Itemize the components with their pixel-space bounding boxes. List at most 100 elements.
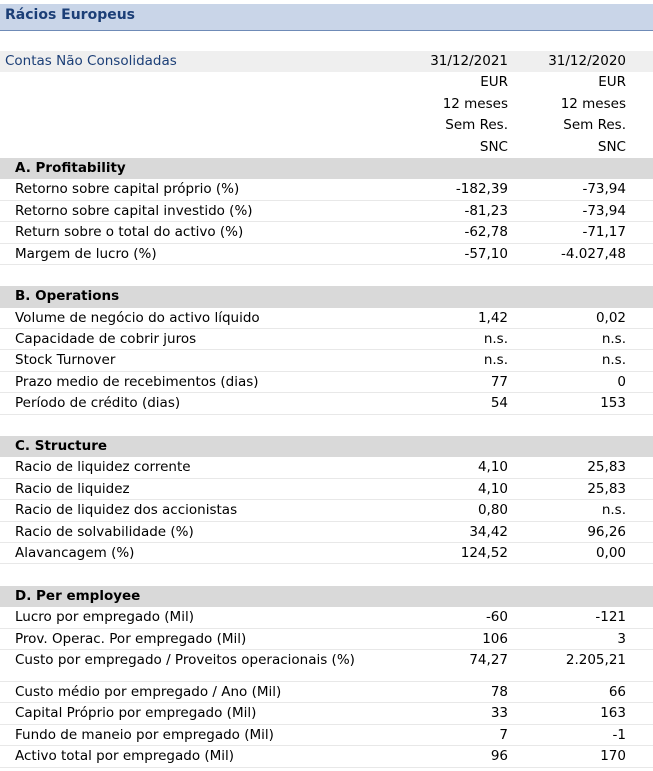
row-value-2021: 78 (490, 683, 508, 700)
table-row: Retorno sobre capital investido (%) -81,… (0, 201, 653, 223)
row-value-2021: 34,42 (469, 523, 508, 540)
row-value-2020: -71,17 (582, 224, 626, 241)
row-label: Racio de liquidez dos accionistas (15, 502, 238, 519)
row-value-2021: -60 (485, 609, 508, 626)
table-row: Racio de solvabilidade (%) 34,42 96,26 (0, 522, 653, 543)
accounts-type-label: Contas Não Consolidadas (5, 53, 177, 69)
section-header-operations: B. Operations (0, 286, 653, 308)
section-spacer (0, 415, 653, 436)
table-row: Lucro por empregado (Mil) -60 -121 (0, 607, 653, 629)
row-label: Stock Turnover (15, 352, 116, 369)
row-value-2020: 96,26 (587, 523, 626, 540)
row-value-2021: n.s. (483, 352, 508, 369)
report-title-bar: Rácios Europeus (0, 4, 653, 31)
table-row: Prazo medio de recebimentos (dias) 77 0 (0, 372, 653, 394)
row-label: Racio de liquidez (15, 480, 130, 497)
table-row: Margem de lucro (%) -57,10 -4.027,48 (0, 244, 653, 265)
row-value-2020: 66 (608, 683, 626, 700)
row-value-2021: 124,52 (460, 544, 508, 561)
col1-date: 31/12/2021 (430, 53, 508, 69)
row-label: Racio de solvabilidade (%) (15, 523, 194, 540)
row-value-2020: 0,02 (595, 309, 626, 326)
table-row: Racio de liquidez dos accionistas 0,80 n… (0, 500, 653, 522)
header-row-currency: EUR EUR (0, 72, 653, 93)
row-value-2020: n.s. (601, 352, 626, 369)
col2-currency: EUR (598, 74, 626, 91)
row-value-2020: 2.205,21 (565, 651, 626, 668)
row-label: Activo total por empregado (Mil) (15, 748, 235, 765)
report-title: Rácios Europeus (5, 7, 136, 23)
row-label: Fundo de maneio por empregado (Mil) (15, 726, 274, 743)
table-row: Retorno sobre capital próprio (%) -182,3… (0, 179, 653, 201)
row-value-2020: 153 (600, 395, 626, 412)
row-label: Alavancagem (%) (15, 544, 135, 561)
row-label: Custo médio por empregado / Ano (Mil) (15, 683, 282, 700)
row-value-2020: -4.027,48 (561, 245, 626, 262)
col2-period: 12 meses (560, 95, 626, 112)
row-value-2020: 170 (600, 748, 626, 765)
row-value-2021: 7 (499, 726, 508, 743)
row-label: Lucro por empregado (Mil) (15, 609, 194, 626)
row-label: Racio de liquidez corrente (15, 459, 191, 476)
col2-status: Sem Res. (563, 117, 626, 134)
row-label: Capacidade de cobrir juros (15, 331, 197, 348)
section-title: C. Structure (15, 438, 108, 455)
row-value-2021: 74,27 (469, 651, 508, 668)
row-label: Return sobre o total do activo (%) (15, 224, 244, 241)
row-value-2020: -73,94 (582, 202, 626, 219)
row-label: Capital Próprio por empregado (Mil) (15, 705, 257, 722)
header-row-date: Contas Não Consolidadas 31/12/2021 31/12… (0, 51, 653, 73)
table-row: Capacidade de cobrir juros n.s. n.s. (0, 329, 653, 351)
row-value-2020: -73,94 (582, 181, 626, 198)
section-title: D. Per employee (15, 587, 141, 604)
row-label: Prov. Operac. Por empregado (Mil) (15, 630, 247, 647)
section-spacer (0, 265, 653, 286)
row-value-2021: 1,42 (477, 309, 508, 326)
row-value-2021: 0,80 (477, 502, 508, 519)
col1-currency: EUR (480, 74, 508, 91)
row-value-2021: 77 (490, 373, 508, 390)
row-label: Período de crédito (dias) (15, 395, 181, 412)
header-row-status: Sem Res. Sem Res. (0, 115, 653, 136)
table-row: Return sobre o total do activo (%) -62,7… (0, 222, 653, 244)
row-value-2021: 106 (482, 630, 508, 647)
header-row-period: 12 meses 12 meses (0, 94, 653, 115)
section-header-structure: C. Structure (0, 436, 653, 458)
table-row: Racio de liquidez corrente 4,10 25,83 (0, 457, 653, 479)
row-value-2021: n.s. (483, 331, 508, 348)
col1-status: Sem Res. (445, 117, 508, 134)
row-label: Retorno sobre capital próprio (%) (15, 181, 240, 198)
row-value-2020: 0 (617, 373, 626, 390)
section-spacer (0, 564, 653, 585)
row-value-2021: 33 (490, 705, 508, 722)
table-row: Capital Próprio por empregado (Mil) 33 1… (0, 703, 653, 725)
table-row: Racio de liquidez 4,10 25,83 (0, 479, 653, 501)
table-row: Custo por empregado / Proveitos operacio… (0, 650, 653, 682)
col2-date: 31/12/2020 (548, 53, 626, 69)
col2-standard: SNC (597, 138, 626, 155)
section-header-per-employee: D. Per employee (0, 585, 653, 608)
row-value-2020: 3 (617, 630, 626, 647)
table-row: Período de crédito (dias) 54 153 (0, 393, 653, 415)
row-value-2020: -1 (612, 726, 626, 743)
row-value-2021: 54 (490, 395, 508, 412)
header-row-standard: SNC SNC (0, 137, 653, 158)
row-value-2020: n.s. (601, 502, 626, 519)
table-row: Activo total por empregado (Mil) 96 170 (0, 746, 653, 768)
col1-period: 12 meses (442, 95, 508, 112)
row-value-2020: -121 (595, 609, 626, 626)
table-row: Prov. Operac. Por empregado (Mil) 106 3 (0, 629, 653, 650)
row-value-2021: 96 (490, 748, 508, 765)
row-label: Custo por empregado / Proveitos operacio… (15, 651, 355, 668)
row-value-2020: n.s. (601, 331, 626, 348)
row-value-2021: 4,10 (477, 480, 508, 497)
row-value-2020: 25,83 (587, 459, 626, 476)
row-label: Volume de negócio do activo líquido (15, 309, 260, 326)
section-title: B. Operations (15, 288, 120, 305)
col1-standard: SNC (479, 138, 508, 155)
row-label: Retorno sobre capital investido (%) (15, 202, 253, 219)
row-value-2021: -81,23 (464, 202, 508, 219)
row-value-2021: -62,78 (464, 224, 508, 241)
row-value-2021: -182,39 (455, 181, 508, 198)
row-label: Margem de lucro (%) (15, 245, 157, 262)
